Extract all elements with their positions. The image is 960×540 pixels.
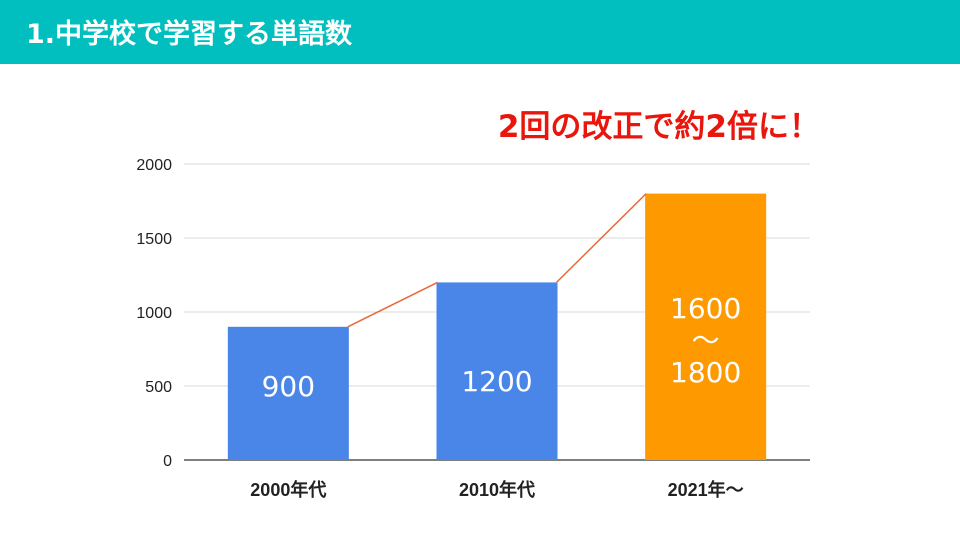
headline-callout: 2回の改正で約2倍に！	[497, 109, 820, 145]
bar	[227, 326, 349, 460]
data-label: 900	[262, 370, 315, 403]
data-labels: 900 1200 1600〜1800	[262, 292, 742, 403]
y-tick-label: 2000	[136, 157, 172, 174]
bar	[645, 193, 767, 460]
y-tick-label: 0	[163, 453, 172, 470]
title-bar: 1.中学校で学習する単語数	[0, 0, 960, 64]
data-label: 1800	[670, 356, 741, 389]
y-tick-label: 1500	[136, 231, 172, 248]
bars	[227, 193, 767, 460]
trend-line	[347, 193, 647, 328]
x-axis-categories: 2000年代 2010年代 2021年〜	[250, 479, 743, 500]
data-label: 〜	[692, 324, 720, 357]
x-category-label: 2000年代	[250, 479, 326, 500]
x-category-label: 2021年〜	[668, 479, 744, 500]
y-axis-ticks: 0 500 1000 1500 2000	[136, 157, 172, 470]
y-tick-label: 500	[145, 379, 172, 396]
trend-segment	[555, 193, 647, 283]
bar	[436, 282, 558, 460]
trend-segment	[347, 281, 438, 328]
y-tick-label: 1000	[136, 305, 172, 322]
data-label: 1600	[670, 292, 741, 325]
data-label: 1200	[461, 365, 532, 398]
x-category-label: 2010年代	[459, 479, 535, 500]
slide-title: 1.中学校で学習する単語数	[26, 19, 353, 50]
